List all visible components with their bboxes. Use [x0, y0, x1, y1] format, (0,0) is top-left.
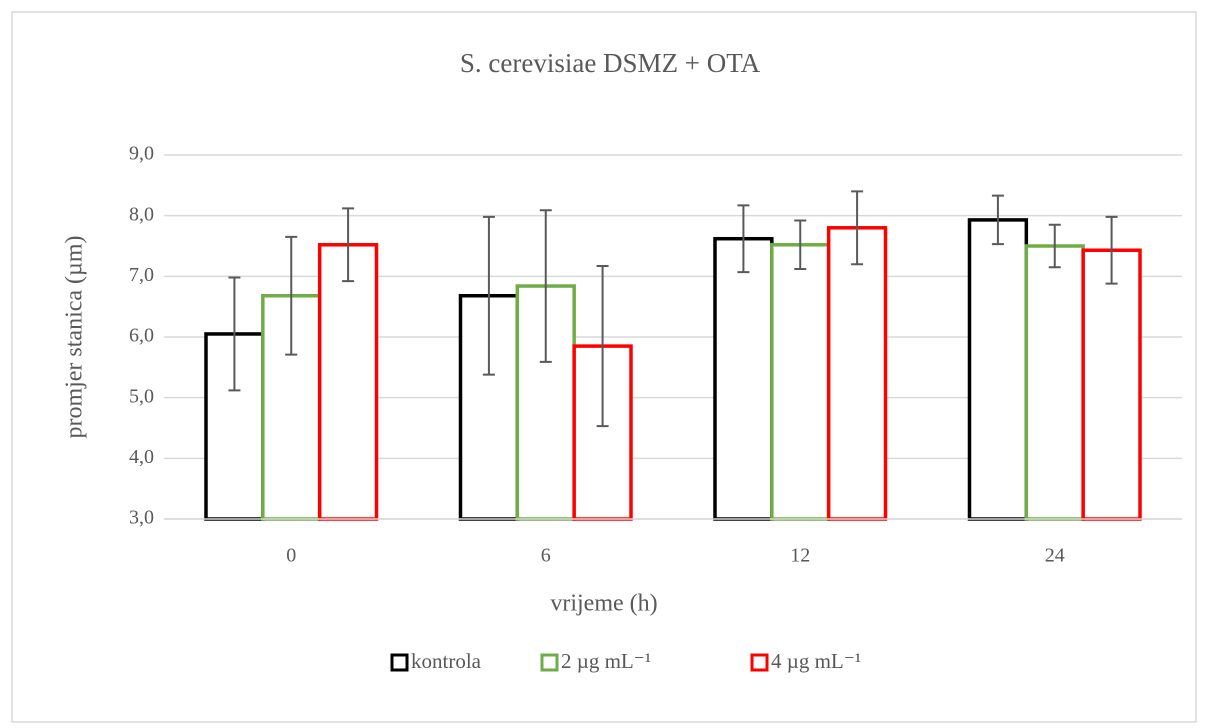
error-bar	[342, 207, 355, 283]
bar	[317, 243, 379, 521]
bar	[713, 236, 774, 521]
error-bar	[1105, 215, 1118, 285]
chart-title: S. cerevisiae DSMZ + OTA	[460, 48, 761, 78]
y-tick-label: 7,0	[129, 264, 154, 286]
bar	[967, 218, 1029, 521]
error-bar	[794, 219, 807, 271]
error-bar	[482, 215, 495, 376]
legend-swatch	[390, 653, 409, 672]
y-tick-label: 5,0	[129, 385, 154, 407]
y-axis-label: promjer stanica (µm)	[62, 235, 88, 438]
legend-swatch	[750, 653, 769, 672]
bar	[1024, 244, 1085, 521]
y-tick-label: 3,0	[129, 507, 154, 529]
legend-swatch	[540, 653, 559, 672]
error-bar	[596, 265, 609, 428]
y-tick-label: 4,0	[129, 446, 154, 468]
error-bar	[539, 209, 552, 363]
x-tick-label: 6	[541, 545, 551, 567]
bar	[826, 226, 888, 521]
y-tick-label: 8,0	[129, 203, 154, 225]
bar	[1081, 248, 1142, 521]
x-tick-label: 24	[1045, 545, 1065, 567]
error-bar	[991, 194, 1004, 246]
legend-label: 2 µg mL⁻¹	[561, 649, 651, 673]
legend-label: kontrola	[411, 649, 482, 673]
error-bar	[228, 276, 241, 392]
x-tick-label: 12	[790, 545, 810, 567]
y-tick-label: 6,0	[129, 325, 154, 347]
x-axis-label: vrijeme (h)	[550, 591, 657, 617]
error-bar	[285, 235, 298, 356]
error-bar	[737, 204, 750, 274]
error-bar	[851, 190, 864, 266]
y-tick-label: 9,0	[129, 143, 154, 165]
error-bar	[1048, 223, 1061, 269]
legend-label: 4 µg mL⁻¹	[771, 649, 861, 673]
x-tick-label: 0	[286, 545, 296, 567]
bar	[770, 243, 831, 521]
